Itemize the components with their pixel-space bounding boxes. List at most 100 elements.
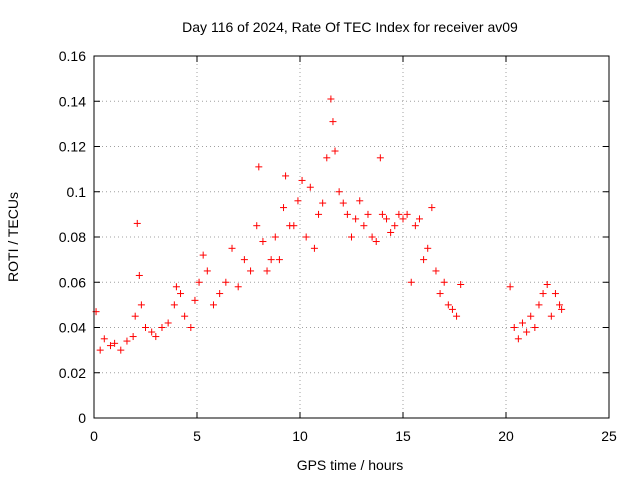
data-point: [247, 267, 255, 275]
x-tick-label: 25: [601, 428, 617, 444]
data-point: [457, 281, 465, 289]
data-point: [327, 95, 335, 103]
x-tick-label: 10: [292, 428, 308, 444]
data-point: [368, 233, 376, 241]
y-tick-label: 0.1: [67, 184, 87, 200]
y-tick-label: 0.12: [59, 139, 86, 155]
data-point: [420, 256, 428, 264]
data-point: [310, 244, 318, 252]
data-point: [131, 312, 139, 320]
data-point: [339, 199, 347, 207]
data-point: [282, 172, 290, 180]
data-point: [275, 256, 283, 264]
data-point: [352, 215, 360, 223]
data-point: [240, 256, 248, 264]
y-tick-label: 0.14: [59, 93, 86, 109]
data-point: [411, 222, 419, 230]
data-point: [263, 267, 271, 275]
data-point: [448, 305, 456, 313]
data-point: [527, 312, 535, 320]
data-point: [100, 335, 108, 343]
data-point: [133, 219, 141, 227]
data-point: [395, 210, 403, 218]
y-tick-label: 0: [78, 410, 86, 426]
grid-lines: [94, 56, 609, 418]
data-point: [319, 199, 327, 207]
data-point: [403, 210, 411, 218]
data-point: [535, 301, 543, 309]
data-point: [315, 210, 323, 218]
data-point: [302, 233, 310, 241]
data-point: [518, 319, 526, 327]
data-point: [444, 301, 452, 309]
data-point: [290, 222, 298, 230]
data-point: [177, 290, 185, 298]
data-point: [453, 312, 461, 320]
x-tick-label: 0: [90, 428, 98, 444]
y-tick-label: 0.04: [59, 320, 86, 336]
y-axis-label: ROTI / TECUs: [5, 192, 21, 282]
y-tick-label: 0.02: [59, 365, 86, 381]
data-point: [181, 312, 189, 320]
data-point: [539, 290, 547, 298]
data-point: [123, 337, 131, 345]
data-point: [209, 301, 217, 309]
data-point: [117, 346, 125, 354]
data-point: [407, 278, 415, 286]
data-point: [356, 197, 364, 205]
data-point: [551, 290, 559, 298]
data-point: [148, 328, 156, 336]
data-point: [424, 244, 432, 252]
x-tick-label: 20: [498, 428, 514, 444]
data-point: [164, 319, 172, 327]
data-point: [383, 215, 391, 223]
data-point: [343, 210, 351, 218]
data-point: [222, 278, 230, 286]
data-point: [267, 256, 275, 264]
data-point: [428, 204, 436, 212]
y-tick-label: 0.08: [59, 229, 86, 245]
data-point: [372, 238, 380, 246]
data-point: [158, 324, 166, 331]
data-point: [335, 188, 343, 196]
data-point: [170, 301, 178, 309]
data-point: [96, 346, 104, 354]
data-point: [506, 283, 514, 291]
axis-ticks: 0 0.02 0.04 0.06 0.08 0.1 0.12 0.14 0.16 0 5 10 15 20…: [59, 48, 617, 444]
data-point: [376, 154, 384, 162]
data-point: [216, 290, 224, 298]
data-point: [203, 267, 211, 275]
data-point: [331, 147, 339, 155]
data-point: [556, 301, 564, 309]
y-tick-label: 0.16: [59, 48, 86, 64]
data-point: [547, 312, 555, 320]
data-point: [364, 210, 372, 218]
data-point: [360, 222, 368, 230]
chart-title: Day 116 of 2024, Rate Of TEC Index for r…: [182, 19, 518, 35]
data-point: [253, 222, 261, 230]
x-axis-label: GPS time / hours: [297, 457, 404, 473]
data-point: [199, 251, 207, 259]
data-point: [135, 271, 143, 279]
data-point: [255, 163, 263, 171]
data-point: [280, 204, 288, 212]
data-point: [106, 342, 114, 350]
data-point: [142, 324, 149, 331]
data-point: [234, 283, 242, 291]
data-point: [228, 244, 236, 252]
data-point: [152, 333, 160, 341]
data-point: [387, 228, 395, 236]
data-point: [323, 154, 331, 162]
data-point: [378, 210, 386, 218]
data-point: [514, 335, 522, 343]
data-point: [436, 290, 444, 298]
data-point: [111, 339, 119, 347]
data-point: [191, 296, 199, 304]
data-point: [259, 238, 267, 246]
data-point: [543, 281, 551, 289]
data-point: [137, 301, 145, 309]
data-point: [187, 324, 195, 331]
data-point: [271, 233, 279, 241]
